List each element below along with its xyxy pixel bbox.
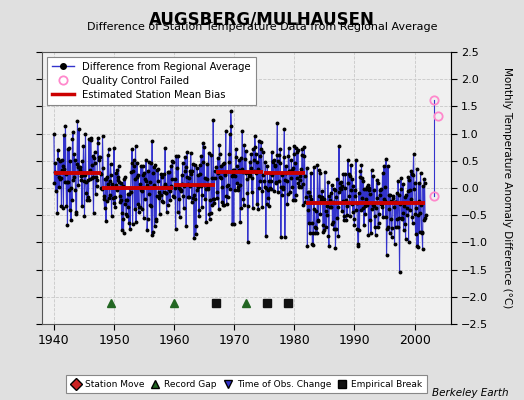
Text: AUGSBERG/MULHAUSEN: AUGSBERG/MULHAUSEN (149, 10, 375, 28)
Text: Berkeley Earth: Berkeley Earth (432, 388, 508, 398)
Legend: Station Move, Record Gap, Time of Obs. Change, Empirical Break: Station Move, Record Gap, Time of Obs. C… (66, 376, 427, 394)
Y-axis label: Monthly Temperature Anomaly Difference (°C): Monthly Temperature Anomaly Difference (… (502, 67, 512, 309)
Legend: Difference from Regional Average, Quality Control Failed, Estimated Station Mean: Difference from Regional Average, Qualit… (47, 57, 256, 105)
Text: Difference of Station Temperature Data from Regional Average: Difference of Station Temperature Data f… (87, 22, 437, 32)
